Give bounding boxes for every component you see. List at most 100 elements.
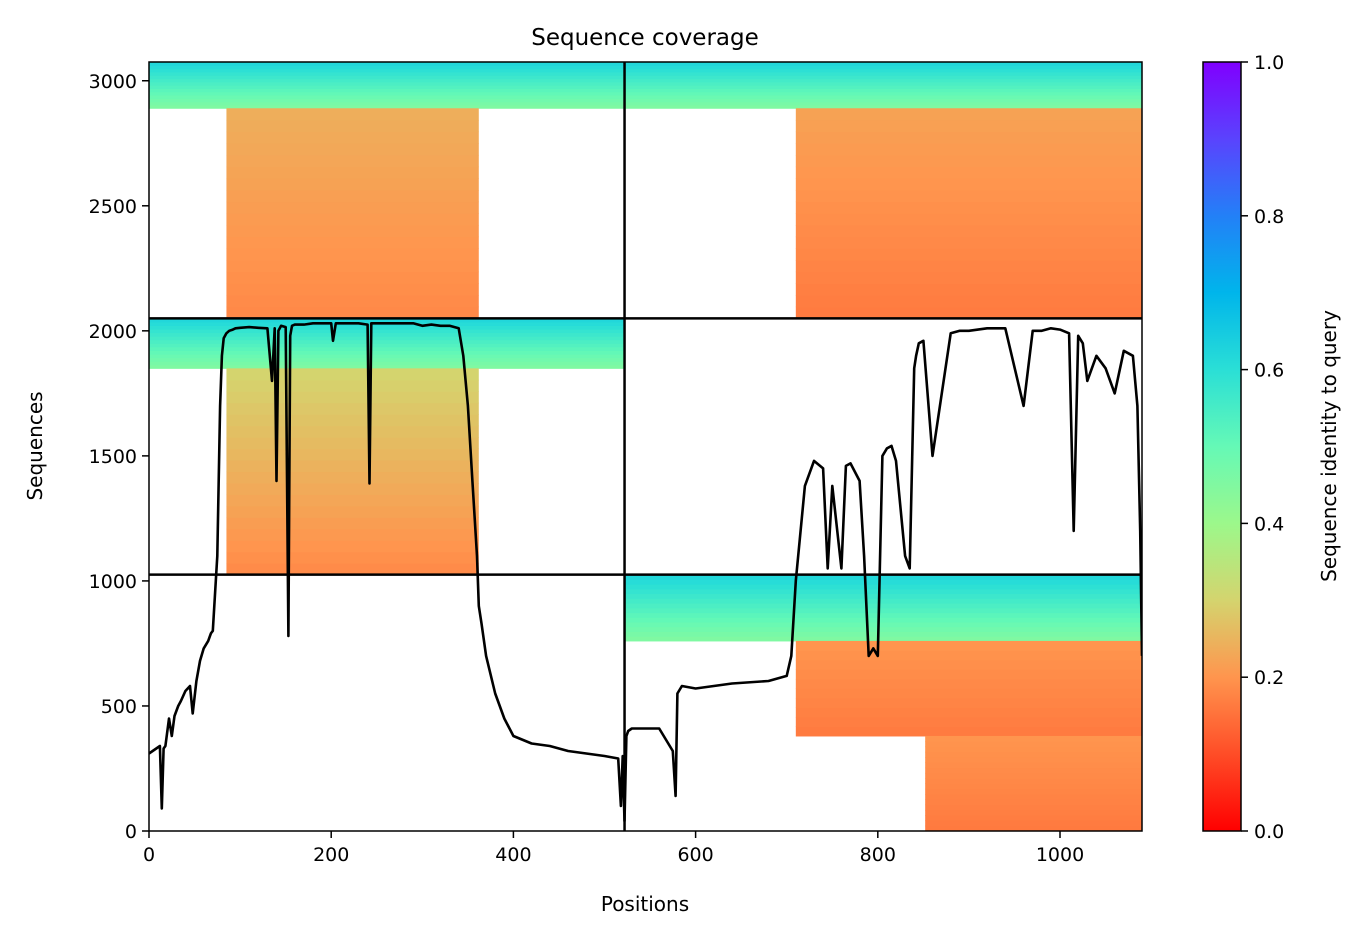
block-2-band-strip (149, 81, 625, 86)
block-3-band-strip (624, 636, 1142, 642)
block-1-core-strip (226, 379, 479, 392)
x-tick-label: 200 (313, 844, 349, 866)
colorbar-tick-label: 0.0 (1254, 821, 1284, 843)
coverage-blocks (149, 62, 1142, 831)
block-3-core-strip (925, 799, 1142, 806)
block-2-core-strip (226, 213, 479, 226)
y-tick-label: 2500 (89, 196, 137, 218)
block-2-core-strip (226, 189, 479, 203)
block-3-core-strip (925, 735, 1142, 742)
x-tick-label: 0 (143, 844, 155, 866)
block-4-band-strip (624, 75, 1142, 80)
block-4-band-strip (624, 98, 1142, 103)
block-4-band-strip (624, 101, 1142, 106)
block-3-core-strip (925, 772, 1142, 779)
block-1-band-strip (149, 336, 625, 341)
block-3-core-strip (925, 794, 1142, 800)
block-2-band-strip (149, 68, 625, 73)
x-tick-label: 1000 (1036, 844, 1084, 866)
block-3-core-strip (925, 809, 1142, 816)
block-4-core-strip (795, 108, 1142, 121)
block-1-band-strip (149, 357, 625, 362)
block-1-band-strip (149, 339, 625, 344)
block-3-core-strip (925, 804, 1142, 811)
block-3-core-strip (925, 825, 1142, 831)
y-tick-label: 1500 (89, 446, 137, 468)
block-2-band-strip (149, 65, 625, 70)
block-4-core-strip (795, 213, 1142, 226)
block-2-core-strip (226, 271, 479, 284)
block-1-band-strip (149, 364, 625, 369)
block-4-core-strip (795, 166, 1142, 179)
block-1-core-strip (226, 528, 479, 541)
block-3-band-strip (624, 598, 1142, 604)
block-4-core-strip (795, 119, 1142, 133)
block-3-mid-strip (795, 707, 1142, 718)
block-3-mid-strip (795, 678, 1142, 689)
block-4-core-strip (795, 143, 1142, 156)
block-2-core-strip (226, 119, 479, 133)
coverage-line (149, 322, 1142, 823)
colorbar (1202, 61, 1242, 832)
block-2-band-strip (149, 98, 625, 103)
block-4-band-strip (624, 65, 1142, 70)
block-3-mid-strip (795, 716, 1142, 727)
colorbar-tick-label: 0.2 (1254, 667, 1284, 689)
block-2-core-strip (226, 166, 479, 179)
block-2-core-strip (226, 108, 479, 121)
block-4-core-strip (795, 259, 1142, 273)
block-2-band-strip (149, 95, 625, 99)
block-1-core-strip (226, 448, 479, 461)
block-3-band-strip (624, 622, 1142, 628)
block-3-core-strip (925, 741, 1142, 748)
block-2-core-strip (226, 224, 479, 238)
block-1-band-strip (149, 354, 625, 359)
x-axis-ticks: 0 200 400 600 800 1000 (143, 831, 1084, 866)
block-3-core-strip (925, 783, 1142, 790)
block-3-band-strip (624, 626, 1142, 632)
block-4 (624, 62, 1142, 319)
block-2-core-strip (226, 306, 479, 319)
block-3-band-strip (624, 631, 1142, 637)
block-1 (149, 318, 625, 576)
x-tick-label: 800 (860, 844, 896, 866)
block-4-band-strip (624, 62, 1142, 66)
block-1-core-strip (226, 494, 479, 507)
block-4-core-strip (795, 306, 1142, 319)
block-2 (149, 62, 625, 319)
block-2-core-strip (226, 248, 479, 261)
block-2-core-strip (226, 236, 479, 249)
block-3-band-strip (624, 607, 1142, 614)
colorbar-tick-label: 1.0 (1254, 52, 1284, 74)
plot-frame (148, 61, 1143, 832)
block-2-band-strip (149, 75, 625, 80)
block-4-core-strip (795, 224, 1142, 238)
block-4-band-strip (624, 81, 1142, 86)
block-2-core-strip (226, 154, 479, 168)
block-4-core-strip (795, 189, 1142, 203)
block-4-core-strip (795, 236, 1142, 249)
colorbar-tick-label: 0.4 (1254, 513, 1284, 535)
block-3-band-strip (624, 584, 1142, 590)
block-3-mid-strip (795, 669, 1142, 680)
block-1-core-strip (226, 460, 479, 473)
block-3-mid-strip (795, 640, 1142, 651)
block-2-band-strip (149, 101, 625, 106)
block-2-band-strip (149, 91, 625, 96)
block-4-core-strip (795, 201, 1142, 214)
block-1-core-strip (226, 425, 479, 438)
block-4-band-strip (624, 95, 1142, 99)
block-4-core-strip (795, 271, 1142, 284)
block-3-core-strip (925, 762, 1142, 769)
block-1-band-strip (149, 346, 625, 351)
block-4-band-strip (624, 104, 1142, 109)
block-3-band-strip (624, 612, 1142, 618)
block-2-band-strip (149, 71, 625, 76)
block-3-mid-strip (795, 697, 1142, 708)
block-3-band-strip (624, 593, 1142, 599)
block-1-core-strip (226, 505, 479, 518)
block-4-band-strip (624, 78, 1142, 83)
block-1-core-strip (226, 414, 479, 427)
block-4-core-strip (795, 283, 1142, 296)
block-3-band-strip (624, 588, 1142, 595)
